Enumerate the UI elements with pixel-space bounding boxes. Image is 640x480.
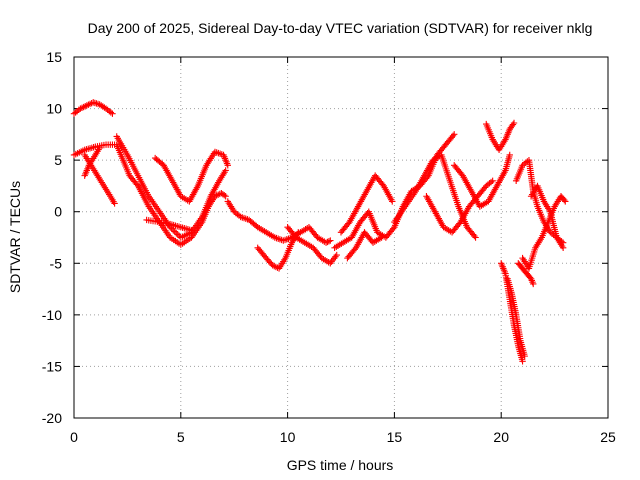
data-point-marker (325, 238, 333, 245)
data-point-marker (519, 358, 526, 365)
x-tick-label: 0 (70, 429, 78, 445)
series-arc-v (515, 260, 537, 288)
series-arc-f (151, 148, 231, 205)
data-point-marker (171, 228, 178, 235)
data-point-marker (509, 121, 517, 128)
x-tick-label: 20 (493, 429, 509, 445)
x-axis-label: GPS time / hours (287, 457, 394, 473)
data-point-marker (471, 232, 478, 240)
y-tick-label: 15 (46, 49, 62, 65)
data-point-marker (451, 131, 458, 138)
series-arc-q (483, 119, 518, 154)
data-markers (70, 99, 569, 365)
series-arc-c (81, 151, 118, 207)
y-tick-label: -10 (42, 307, 62, 323)
data-point-marker (561, 196, 568, 204)
data-point-marker (222, 167, 229, 174)
x-tick-label: 5 (177, 429, 185, 445)
y-tick-label: 5 (54, 152, 62, 168)
series-arc-m (344, 229, 385, 262)
data-point-marker (327, 237, 334, 244)
y-tick-label: 10 (46, 101, 62, 117)
data-point-marker (510, 119, 518, 127)
y-tick-label: -15 (42, 358, 62, 374)
plot-frame (73, 56, 609, 419)
series-arc-g (143, 216, 195, 234)
grid-lines (74, 57, 608, 418)
data-point-marker (472, 234, 479, 241)
x-tick-label: 10 (280, 429, 296, 445)
data-point-marker (222, 193, 229, 200)
series-arc-a (70, 99, 116, 117)
series-arc-l (337, 172, 396, 236)
x-tick-label: 15 (387, 429, 403, 445)
data-point-marker (324, 238, 331, 246)
data-point-marker (389, 198, 396, 205)
data-point-marker (489, 177, 496, 184)
series-arc-p (451, 151, 513, 210)
data-point-marker (322, 239, 330, 246)
data-point-marker (96, 144, 103, 151)
axis-ticks (73, 56, 609, 419)
data-point-marker (109, 110, 116, 117)
y-axis-label: SDTVAR / TECUs (7, 181, 23, 293)
data-point-marker (188, 227, 195, 234)
axis-tick-labels: 0 5 10 15 20 25 -20 -15 -10 -5 0 5 10 15 (42, 49, 616, 445)
data-point-marker (174, 231, 181, 238)
data-point-marker (111, 200, 118, 207)
data-point-marker (559, 244, 567, 252)
y-tick-label: -20 (42, 410, 62, 426)
data-point-marker (333, 251, 340, 259)
series-arc-o (423, 177, 496, 236)
series-arc-j (284, 223, 340, 267)
x-tick-label: 25 (600, 429, 616, 445)
data-point-marker (530, 280, 537, 288)
data-point-marker (133, 181, 141, 188)
data-point-marker (449, 132, 457, 140)
y-tick-label: -5 (50, 255, 63, 271)
series-arc-s (504, 275, 528, 360)
series-arc-w (527, 182, 567, 252)
y-tick-label: 0 (54, 204, 62, 220)
data-point-marker (173, 229, 180, 237)
data-point-marker (481, 184, 489, 191)
data-point-marker (389, 225, 397, 232)
series-arc-n (391, 151, 479, 241)
data-point-marker (562, 198, 569, 205)
data-point-marker (506, 151, 513, 159)
data-point-marker (221, 192, 228, 199)
series-arc-e (113, 133, 229, 241)
series-arc-h (224, 198, 334, 246)
data-point-marker (295, 229, 302, 236)
series-arc-d (81, 144, 103, 179)
chart-title: Day 200 of 2025, Sidereal Day-to-day VTE… (88, 20, 593, 36)
data-point-marker (378, 234, 385, 241)
data-point-marker (521, 352, 528, 360)
data-point-marker (224, 162, 231, 169)
